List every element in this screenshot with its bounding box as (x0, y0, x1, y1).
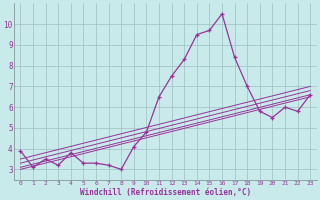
X-axis label: Windchill (Refroidissement éolien,°C): Windchill (Refroidissement éolien,°C) (80, 188, 251, 197)
